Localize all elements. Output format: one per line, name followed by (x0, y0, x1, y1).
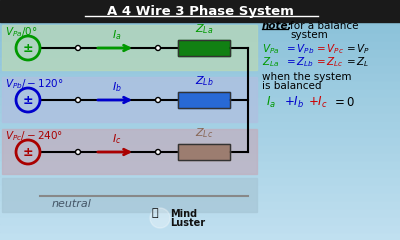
Bar (0, 223, 400, 232)
Text: ±: ± (23, 42, 33, 54)
Text: $I_b$: $I_b$ (112, 80, 122, 94)
Bar (0, 192, 400, 200)
Bar (0, 64, 400, 72)
Text: for a balance: for a balance (290, 21, 358, 31)
Text: $V_{Pc}/-240°$: $V_{Pc}/-240°$ (5, 129, 63, 143)
Text: $= 0$: $= 0$ (332, 96, 355, 108)
Circle shape (150, 208, 170, 228)
Text: $V_{Pb}/-120°$: $V_{Pb}/-120°$ (5, 77, 64, 91)
Bar (0, 151, 400, 160)
Bar (0, 144, 400, 152)
Bar (0, 0, 400, 22)
Bar (0, 16, 400, 24)
Bar (0, 232, 400, 240)
Text: note:: note: (262, 21, 293, 31)
Text: $Z_{La}$: $Z_{La}$ (195, 22, 213, 36)
Bar (2, 77, 257, 122)
Circle shape (156, 150, 160, 155)
Bar (0, 7, 400, 16)
Bar (178, 92, 230, 108)
Text: is balanced: is balanced (262, 81, 322, 91)
Bar (0, 112, 400, 120)
Bar (178, 40, 230, 56)
Text: neutral: neutral (52, 199, 92, 209)
Text: $+I_b$: $+I_b$ (284, 95, 304, 109)
Bar (0, 55, 400, 64)
Text: $Z_{La}$: $Z_{La}$ (262, 55, 279, 69)
Bar (178, 40, 230, 56)
Text: $=Z_{Lc}$: $=Z_{Lc}$ (314, 55, 344, 69)
Text: ±: ± (23, 145, 33, 158)
Text: Mind: Mind (170, 209, 197, 219)
Bar (178, 92, 230, 108)
Bar (0, 31, 400, 40)
Bar (0, 79, 400, 88)
Text: $=Z_{Lb}$: $=Z_{Lb}$ (284, 55, 314, 69)
Text: when the system: when the system (262, 72, 352, 82)
Bar (0, 127, 400, 136)
Circle shape (76, 46, 80, 50)
Bar (0, 168, 400, 176)
Text: $Z_{Lb}$: $Z_{Lb}$ (195, 74, 213, 88)
Text: $Z_{Lc}$: $Z_{Lc}$ (195, 126, 213, 140)
Text: $=V_{Pb}$: $=V_{Pb}$ (284, 42, 314, 56)
Bar (0, 120, 400, 128)
Bar (0, 103, 400, 112)
Bar (0, 96, 400, 104)
Bar (0, 136, 400, 144)
Bar (0, 175, 400, 184)
Bar (0, 199, 400, 208)
Bar (0, 184, 400, 192)
Bar (2, 129, 257, 174)
Bar (0, 40, 400, 48)
Bar (0, 24, 400, 32)
Bar (2, 178, 257, 212)
Text: $+I_c$: $+I_c$ (308, 95, 328, 109)
Text: $I_a$: $I_a$ (112, 28, 122, 42)
Text: system: system (290, 30, 328, 40)
Bar (0, 88, 400, 96)
Text: $=Z_{L}$: $=Z_{L}$ (344, 55, 370, 69)
Circle shape (76, 97, 80, 102)
Circle shape (156, 97, 160, 102)
Text: A 4 Wire 3 Phase System: A 4 Wire 3 Phase System (106, 5, 294, 18)
Bar (178, 144, 230, 160)
Text: 🧠: 🧠 (152, 208, 158, 218)
Bar (0, 48, 400, 56)
Bar (178, 144, 230, 160)
Bar (0, 0, 400, 8)
Text: $V_{Pa}$: $V_{Pa}$ (262, 42, 280, 56)
Bar (2, 25, 257, 70)
Bar (0, 72, 400, 80)
Circle shape (76, 150, 80, 155)
Text: $=V_{Pc}$: $=V_{Pc}$ (314, 42, 344, 56)
Text: $I_a$: $I_a$ (266, 95, 276, 109)
Text: $I_c$: $I_c$ (112, 132, 122, 146)
Bar (0, 216, 400, 224)
Bar (0, 208, 400, 216)
Text: ±: ± (23, 94, 33, 107)
Bar (0, 160, 400, 168)
Text: $V_{Pa}/0°$: $V_{Pa}/0°$ (5, 25, 38, 39)
Text: Luster: Luster (170, 218, 205, 228)
Circle shape (156, 46, 160, 50)
Text: $=V_{P}$: $=V_{P}$ (344, 42, 370, 56)
